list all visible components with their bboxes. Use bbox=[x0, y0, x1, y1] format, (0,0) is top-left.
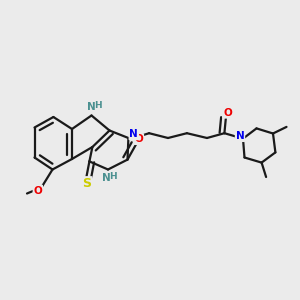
Text: N: N bbox=[129, 129, 138, 140]
Text: O: O bbox=[223, 108, 232, 118]
Text: H: H bbox=[94, 101, 101, 110]
Text: N: N bbox=[236, 131, 244, 141]
Text: S: S bbox=[82, 177, 91, 190]
Text: N: N bbox=[102, 173, 111, 183]
Text: H: H bbox=[110, 172, 117, 181]
Text: O: O bbox=[33, 185, 42, 196]
Text: O: O bbox=[134, 134, 143, 144]
Text: N: N bbox=[86, 101, 95, 112]
